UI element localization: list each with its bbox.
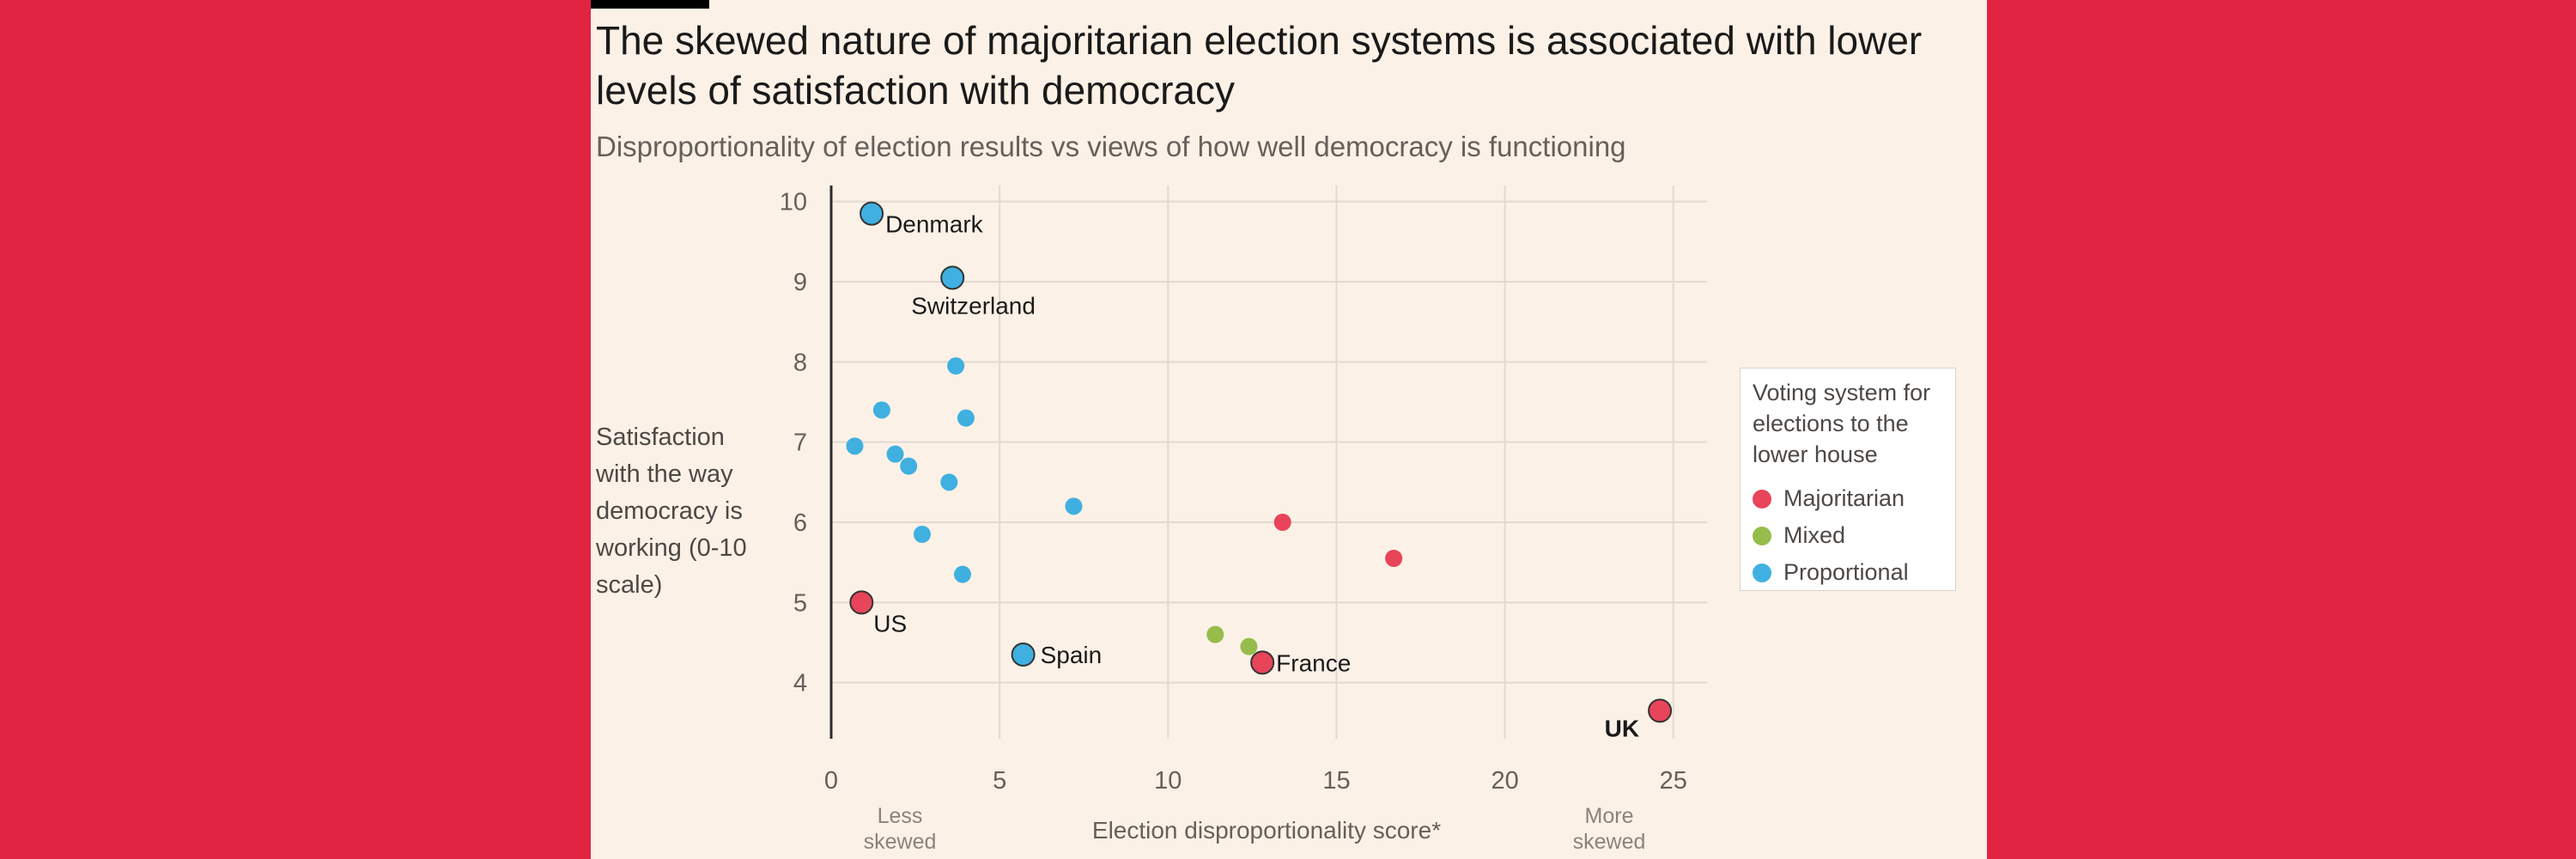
point-label-switzerland: Switzerland [911,292,1036,319]
point-majoritarian-france [1250,650,1275,675]
point-label-denmark: Denmark [885,211,984,238]
legend-label-proportional: Proportional [1783,559,1909,585]
point-proportional-spain [1011,643,1036,667]
x-axis-label: Election disproportionality score* [1092,817,1441,844]
point-label-us: US [873,610,907,637]
x-tick-label: 25 [1660,767,1687,795]
y-tick-label: 8 [793,349,807,376]
legend-swatch-mixed [1753,526,1771,545]
legend-label-mixed: Mixed [1783,522,1846,548]
x-tick-label: 15 [1322,767,1350,795]
point-label-spain: Spain [1041,642,1103,668]
legend-label-majoritarian: Majoritarian [1783,485,1905,511]
point-proportional [1065,497,1083,515]
point-mixed [1240,637,1258,655]
point-proportional [872,401,890,419]
y-tick-label: 9 [793,269,807,296]
point-majoritarian-us [849,590,874,615]
point-proportional [913,526,931,543]
point-label-france: France [1276,649,1351,676]
legend-title: Voting system for elections to the lower… [1753,380,1931,467]
y-tick-label: 4 [793,670,807,698]
chart-subtitle: Disproportionality of election results v… [596,131,1626,162]
chart-title: The skewed nature of majoritarian electi… [596,18,1923,113]
point-proportional [947,357,965,375]
x-tick-label: 20 [1491,767,1518,795]
x-tick-label: 0 [824,767,838,795]
y-tick-label: 10 [780,189,807,216]
point-proportional [900,457,918,475]
y-tick-label: 5 [793,589,807,617]
point-label-uk: UK [1605,715,1639,741]
point-proportional [886,445,904,463]
point-proportional [940,473,958,491]
brand-bar [591,0,709,9]
x-tick-label: 10 [1154,767,1182,795]
legend-item-proportional: Proportional [1753,554,1943,591]
point-proportional [954,565,971,583]
y-axis-label: Satisfaction with the way democracy is w… [596,423,747,599]
legend-swatch-proportional [1753,563,1771,582]
x-annotation-right-line1: More [1585,804,1634,828]
y-tick-label: 6 [793,509,807,537]
point-majoritarian-uk [1648,698,1673,723]
point-majoritarian [1273,514,1291,531]
x-annotation-left-line2: skewed [864,830,937,854]
legend-item-majoritarian: Majoritarian [1753,480,1943,517]
legend: Voting system for elections to the lower… [1740,368,1956,591]
point-proportional [957,409,975,427]
point-proportional-denmark [860,201,884,226]
point-proportional-switzerland [940,265,965,290]
legend-swatch-majoritarian [1753,489,1771,509]
x-annotation-right-line2: skewed [1573,830,1646,854]
x-tick-label: 5 [993,767,1006,795]
x-annotation-left-line1: Less [878,804,923,828]
point-proportional [846,437,864,455]
legend-item-mixed: Mixed [1753,517,1943,554]
y-tick-label: 7 [793,430,807,457]
point-mixed [1206,625,1224,643]
point-majoritarian [1385,550,1403,567]
